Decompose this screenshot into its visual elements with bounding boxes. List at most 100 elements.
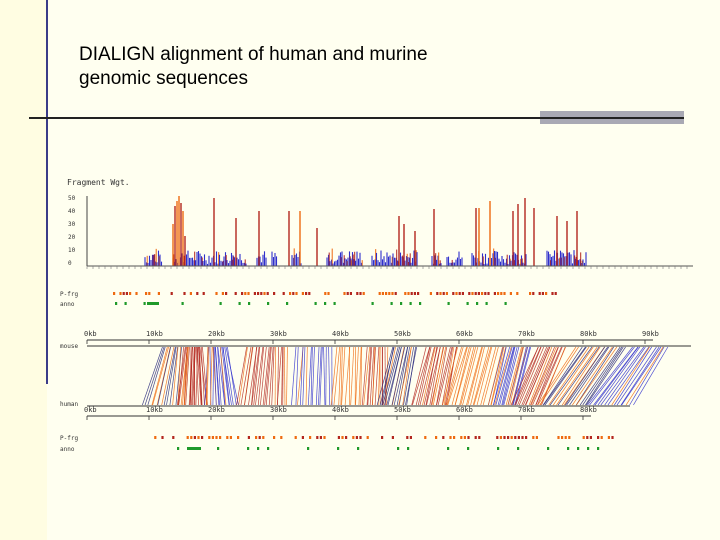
- alignment-link: [391, 346, 406, 406]
- track-mark: [181, 302, 184, 305]
- track-mark: [521, 436, 524, 439]
- track-mark: [172, 436, 175, 439]
- track-mark: [497, 292, 500, 295]
- title-divider: [29, 117, 540, 119]
- track-mark: [238, 302, 241, 305]
- alignment-link: [157, 346, 171, 406]
- y-tick-label: 0: [68, 260, 72, 267]
- y-tick-label: 50: [68, 195, 76, 202]
- track-mark: [503, 292, 506, 295]
- track-mark: [532, 436, 535, 439]
- track-mark: [262, 436, 265, 439]
- track-mark: [449, 436, 452, 439]
- alignment-links: [142, 346, 669, 406]
- top-scale: 0kb 10kb 20kb 30kb 40kb 50kb 60kb 70kb 80kb 90kb: [84, 330, 659, 344]
- alignment-link: [184, 346, 189, 406]
- alignment-link: [442, 346, 459, 406]
- alignment-link: [476, 346, 493, 406]
- alignment-link: [593, 346, 639, 406]
- track-mark: [564, 436, 567, 439]
- alignment-link: [366, 346, 372, 406]
- alignment-link: [497, 346, 515, 406]
- alignment-link: [614, 346, 652, 406]
- alignment-link: [543, 346, 586, 406]
- alignment-link: [210, 346, 213, 406]
- alignment-link: [340, 346, 343, 406]
- alignment-link: [271, 346, 275, 406]
- track-mark: [452, 292, 455, 295]
- track-mark: [357, 447, 360, 450]
- track-mark: [481, 292, 484, 295]
- bottom-anno-track: [177, 447, 600, 450]
- alignment-link: [537, 346, 563, 406]
- alignment-link: [422, 346, 436, 406]
- alignment-link: [198, 346, 202, 406]
- track-mark: [359, 436, 362, 439]
- track-mark: [397, 447, 400, 450]
- track-mark: [466, 302, 469, 305]
- mouse-label: mouse: [60, 343, 78, 350]
- track-mark: [257, 447, 260, 450]
- alignment-link: [564, 346, 605, 406]
- alignment-link: [600, 346, 645, 406]
- track-mark: [577, 447, 580, 450]
- alignment-link: [176, 346, 186, 406]
- alignment-link: [579, 346, 621, 406]
- track-mark: [468, 292, 471, 295]
- track-mark: [349, 292, 352, 295]
- track-mark: [125, 292, 128, 295]
- track-mark: [517, 447, 520, 450]
- alignment-link: [633, 346, 669, 406]
- track-mark: [273, 292, 276, 295]
- alignment-link: [268, 346, 274, 406]
- alignment-link: [517, 346, 542, 406]
- track-mark: [442, 436, 445, 439]
- alignment-link: [402, 346, 412, 406]
- track-mark: [244, 292, 247, 295]
- alignment-link: [589, 346, 635, 406]
- track-mark: [337, 447, 340, 450]
- alignment-link: [576, 346, 618, 406]
- track-mark: [324, 302, 327, 305]
- alignment-link: [265, 346, 272, 406]
- y-tick-label: 10: [68, 247, 76, 254]
- top-scale-label: 20kb: [208, 330, 225, 338]
- alignment-link: [214, 346, 220, 406]
- alignment-link: [152, 346, 169, 406]
- track-mark: [589, 436, 592, 439]
- track-mark: [154, 436, 157, 439]
- y-tick-label: 20: [68, 234, 76, 241]
- human-label: human: [60, 401, 78, 408]
- alignment-link: [539, 346, 579, 406]
- track-mark: [478, 436, 481, 439]
- y-tick-label: 30: [68, 221, 76, 228]
- bottom-scale-label: 80kb: [580, 406, 597, 414]
- track-mark: [509, 292, 512, 295]
- alignment-link: [443, 346, 455, 406]
- track-mark: [535, 436, 538, 439]
- track-mark: [463, 436, 466, 439]
- alignment-link: [467, 346, 483, 406]
- alignment-link: [344, 346, 351, 406]
- alignment-link: [328, 346, 331, 406]
- alignment-link: [437, 346, 453, 406]
- track-mark: [355, 436, 358, 439]
- alignment-link: [225, 346, 239, 406]
- alignment-link: [445, 346, 462, 406]
- left-accent-band: [0, 0, 47, 540]
- track-mark: [308, 292, 311, 295]
- track-mark: [587, 447, 590, 450]
- track-mark: [447, 302, 450, 305]
- top-scale-label: 90kb: [642, 330, 659, 338]
- track-mark: [295, 292, 298, 295]
- alignment-link: [431, 346, 444, 406]
- bottom-scale: 0kb 10kb 20kb 30kb 40kb 50kb 60kb 70kb 80kb: [84, 406, 597, 420]
- track-mark: [247, 447, 250, 450]
- alignment-link: [151, 346, 168, 406]
- alignment-link: [561, 346, 601, 406]
- track-mark: [309, 436, 312, 439]
- alignment-link: [629, 346, 665, 406]
- alignment-link: [163, 346, 176, 406]
- track-mark: [327, 292, 330, 295]
- alignment-link: [175, 346, 182, 406]
